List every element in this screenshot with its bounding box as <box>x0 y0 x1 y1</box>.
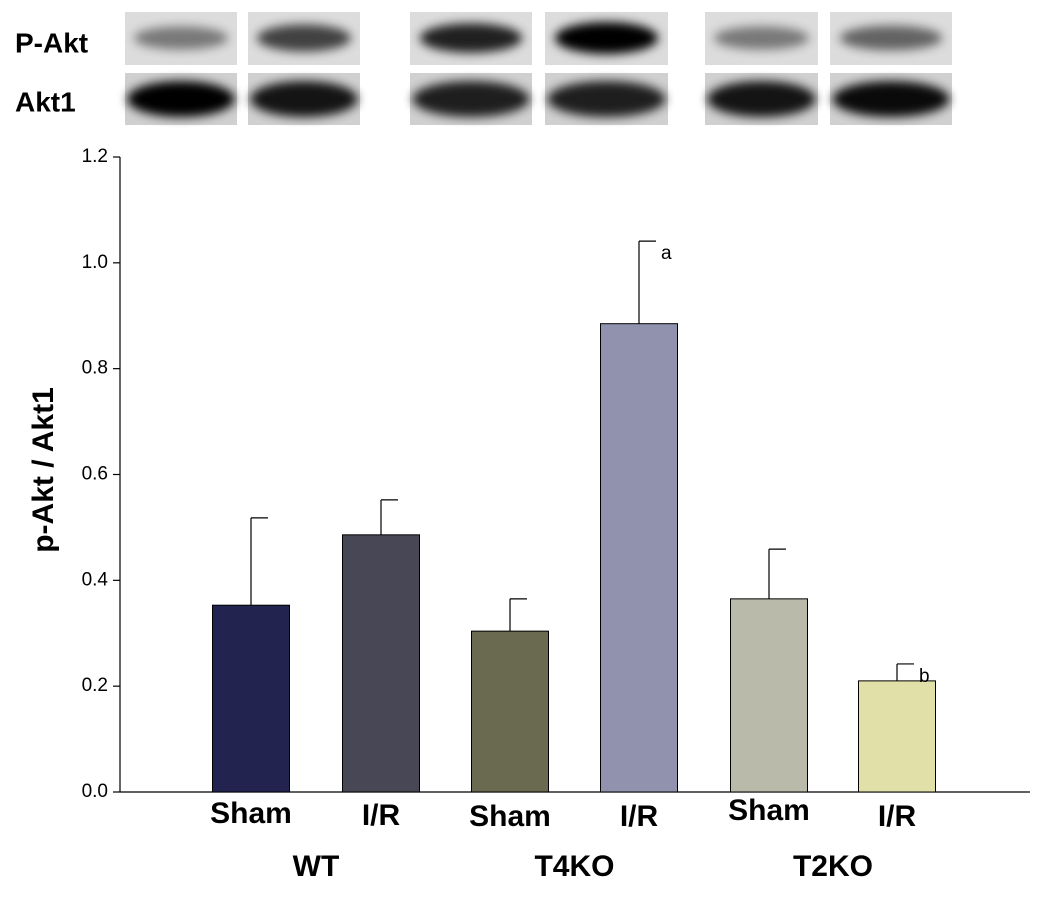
x-tick-label: I/R <box>878 800 917 833</box>
annotation: a <box>661 243 672 264</box>
blot-band <box>250 81 358 117</box>
blot-band <box>832 81 950 117</box>
y-tick-label: 0.8 <box>82 358 108 379</box>
blot-label: P-Akt <box>15 27 88 58</box>
bar <box>212 604 290 793</box>
blot-band <box>256 24 352 52</box>
y-axis-label: p-Akt / Akt1 <box>27 387 60 553</box>
group-label: T4KO <box>534 850 614 883</box>
y-tick-label: 0.6 <box>82 464 108 485</box>
blot-band <box>547 81 666 117</box>
group-label: T2KO <box>793 850 873 883</box>
x-tick-label: I/R <box>362 799 401 832</box>
y-tick-label: 1.2 <box>82 146 108 167</box>
western-blots <box>125 12 952 125</box>
x-tick-label: Sham <box>210 797 292 830</box>
bar <box>600 323 678 793</box>
bar <box>730 598 808 793</box>
blot-band <box>554 22 659 54</box>
x-tick-label: Sham <box>469 800 551 833</box>
bar <box>342 534 420 793</box>
blot-band <box>412 81 530 117</box>
bar <box>858 680 936 793</box>
y-tick-label: 0.0 <box>82 781 108 802</box>
y-tick-label: 1.0 <box>82 252 108 273</box>
blot-label: Akt1 <box>15 86 76 117</box>
blot-band <box>707 81 816 117</box>
blot-band <box>127 81 235 117</box>
y-tick-label: 0.2 <box>82 675 108 696</box>
blot-band <box>419 23 523 53</box>
group-label: WT <box>293 850 340 883</box>
annotation: b <box>919 666 930 687</box>
x-tick-label: Sham <box>728 794 810 827</box>
blot-band <box>133 26 229 50</box>
x-tick-label: I/R <box>620 800 659 833</box>
blot-band <box>714 26 809 50</box>
blot-band <box>839 25 943 51</box>
bar <box>471 630 549 793</box>
y-tick-label: 0.4 <box>82 569 109 590</box>
